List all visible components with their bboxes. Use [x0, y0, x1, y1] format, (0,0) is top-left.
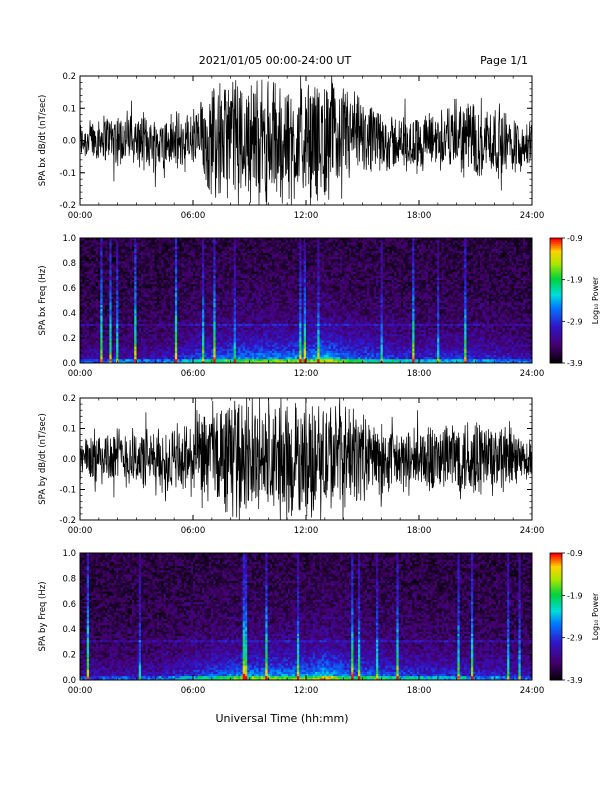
y-tick-label: 0.1 [62, 104, 76, 114]
x-tick-label: 24:00 [520, 369, 545, 379]
x-tick-label: 06:00 [181, 211, 206, 221]
y-axis-label: SPA bx Freq (Hz) [38, 265, 48, 335]
y-tick-label: -0.1 [59, 486, 76, 496]
x-tick-label: 06:00 [181, 686, 206, 696]
y-tick-label: -0.1 [59, 169, 76, 179]
x-tick-label: 00:00 [68, 526, 93, 536]
panel-2 [80, 238, 565, 364]
colorbar-tick-label: -1.9 [567, 591, 583, 600]
y-tick-label: 0.4 [62, 309, 76, 319]
page-indicator: Page 1/1 [480, 54, 528, 67]
y-tick-label: -0.2 [59, 201, 76, 211]
y-tick-label: 0.6 [62, 284, 76, 294]
x-tick-label: 18:00 [407, 369, 432, 379]
x-tick-label: 18:00 [407, 211, 432, 221]
x-tick-label: 06:00 [181, 369, 206, 379]
y-tick-label: 0.0 [62, 359, 76, 369]
panel-4 [80, 553, 565, 681]
x-tick-label: 12:00 [294, 526, 319, 536]
spectrogram-cells [80, 553, 532, 680]
x-tick-label: 12:00 [294, 369, 319, 379]
y-tick-label: 0.8 [62, 574, 76, 584]
colorbar-label: Log₁₀ Power [591, 592, 600, 640]
y-tick-label: 1.0 [62, 234, 76, 244]
y-tick-label: 0.2 [62, 651, 76, 661]
y-tick-label: -0.2 [59, 516, 76, 526]
y-tick-label: 0.0 [62, 137, 76, 147]
x-tick-label: 06:00 [181, 526, 206, 536]
x-tick-label: 24:00 [520, 526, 545, 536]
x-tick-label: 00:00 [68, 686, 93, 696]
x-tick-label: 24:00 [520, 211, 545, 221]
y-tick-label: 0.6 [62, 600, 76, 610]
y-tick-label: 1.0 [62, 549, 76, 559]
y-tick-label: 0.1 [62, 425, 76, 435]
y-tick-label: 0.8 [62, 259, 76, 269]
y-tick-label: 0.4 [62, 625, 76, 635]
y-axis-label: SPA by dB/dt (nT/sec) [38, 413, 48, 505]
x-tick-label: 24:00 [520, 686, 545, 696]
y-tick-label: 0.0 [62, 455, 76, 465]
colorbar-tick-label: -3.9 [567, 359, 583, 368]
figure-title: 2021/01/05 00:00-24:00 UT [199, 54, 352, 67]
colorbar-tick-label: -1.9 [567, 276, 583, 285]
spectrogram-cells [80, 238, 532, 363]
colorbar-tick-label: -3.9 [567, 676, 583, 685]
y-axis-label: SPA bx dB/dt (nT/sec) [38, 95, 48, 187]
x-tick-label: 18:00 [407, 526, 432, 536]
colorbar [550, 553, 565, 681]
colorbar-tick-label: -0.9 [567, 549, 583, 558]
colorbar-tick-label: -0.9 [567, 234, 583, 243]
y-tick-label: 0.2 [62, 394, 76, 404]
colorbar-tick-label: -2.9 [567, 317, 583, 326]
x-tick-label: 12:00 [294, 211, 319, 221]
x-tick-label: 00:00 [68, 369, 93, 379]
y-axis-label: SPA by Freq (Hz) [38, 581, 48, 651]
y-tick-label: 0.2 [62, 334, 76, 344]
universal-time-label: Universal Time (hh:mm) [216, 712, 349, 725]
colorbar-label: Log₁₀ Power [591, 276, 600, 324]
magnetometer-figure: 2021/01/05 00:00-24:00 UT Page 1/1 Unive… [0, 0, 612, 792]
y-tick-label: 0.2 [62, 72, 76, 82]
waveform-trace [80, 76, 532, 205]
colorbar-tick-label: -2.9 [567, 634, 583, 643]
x-tick-label: 12:00 [294, 686, 319, 696]
panel-1 [80, 76, 532, 205]
waveform-trace [80, 398, 532, 520]
colorbar [550, 238, 565, 364]
x-tick-label: 00:00 [68, 211, 93, 221]
panel-3 [80, 398, 532, 520]
y-tick-label: 0.0 [62, 676, 76, 686]
x-tick-label: 18:00 [407, 686, 432, 696]
